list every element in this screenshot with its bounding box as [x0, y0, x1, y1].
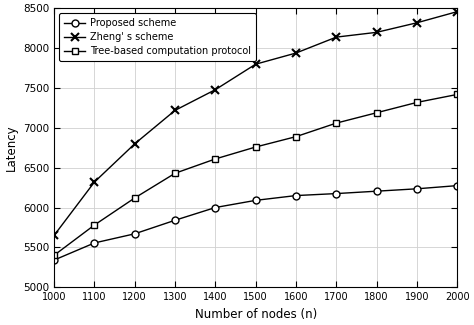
Zheng' s scheme [334, 35, 339, 39]
Proposed scheme [293, 194, 299, 198]
Proposed scheme [334, 192, 339, 196]
Tree-based computation protocol [172, 171, 178, 175]
Zheng' s scheme [455, 10, 460, 14]
Line: Proposed scheme: Proposed scheme [51, 182, 461, 264]
Proposed scheme [51, 258, 57, 262]
Zheng' s scheme [414, 21, 420, 25]
Tree-based computation protocol [414, 100, 420, 104]
Zheng' s scheme [132, 142, 137, 146]
Tree-based computation protocol [334, 121, 339, 125]
Tree-based computation protocol [253, 145, 258, 149]
Proposed scheme [455, 184, 460, 188]
Zheng' s scheme [374, 30, 380, 34]
Y-axis label: Latency: Latency [4, 124, 18, 171]
Tree-based computation protocol [374, 111, 380, 115]
Line: Tree-based computation protocol: Tree-based computation protocol [51, 91, 461, 259]
Proposed scheme [414, 187, 420, 191]
Zheng' s scheme [91, 180, 97, 184]
Zheng' s scheme [212, 88, 218, 92]
Tree-based computation protocol [212, 157, 218, 161]
Tree-based computation protocol [293, 135, 299, 138]
Proposed scheme [172, 218, 178, 222]
Line: Zheng' s scheme: Zheng' s scheme [50, 7, 461, 240]
Proposed scheme [253, 198, 258, 202]
Tree-based computation protocol [455, 93, 460, 97]
Proposed scheme [212, 205, 218, 209]
Proposed scheme [91, 241, 97, 245]
Zheng' s scheme [172, 109, 178, 112]
Legend: Proposed scheme, Zheng' s scheme, Tree-based computation protocol: Proposed scheme, Zheng' s scheme, Tree-b… [59, 13, 256, 61]
Zheng' s scheme [293, 51, 299, 55]
Zheng' s scheme [51, 233, 57, 237]
X-axis label: Number of nodes (n): Number of nodes (n) [194, 307, 317, 320]
Tree-based computation protocol [132, 196, 137, 200]
Proposed scheme [132, 232, 137, 236]
Tree-based computation protocol [91, 223, 97, 227]
Proposed scheme [374, 189, 380, 193]
Zheng' s scheme [253, 62, 258, 66]
Tree-based computation protocol [51, 254, 57, 257]
